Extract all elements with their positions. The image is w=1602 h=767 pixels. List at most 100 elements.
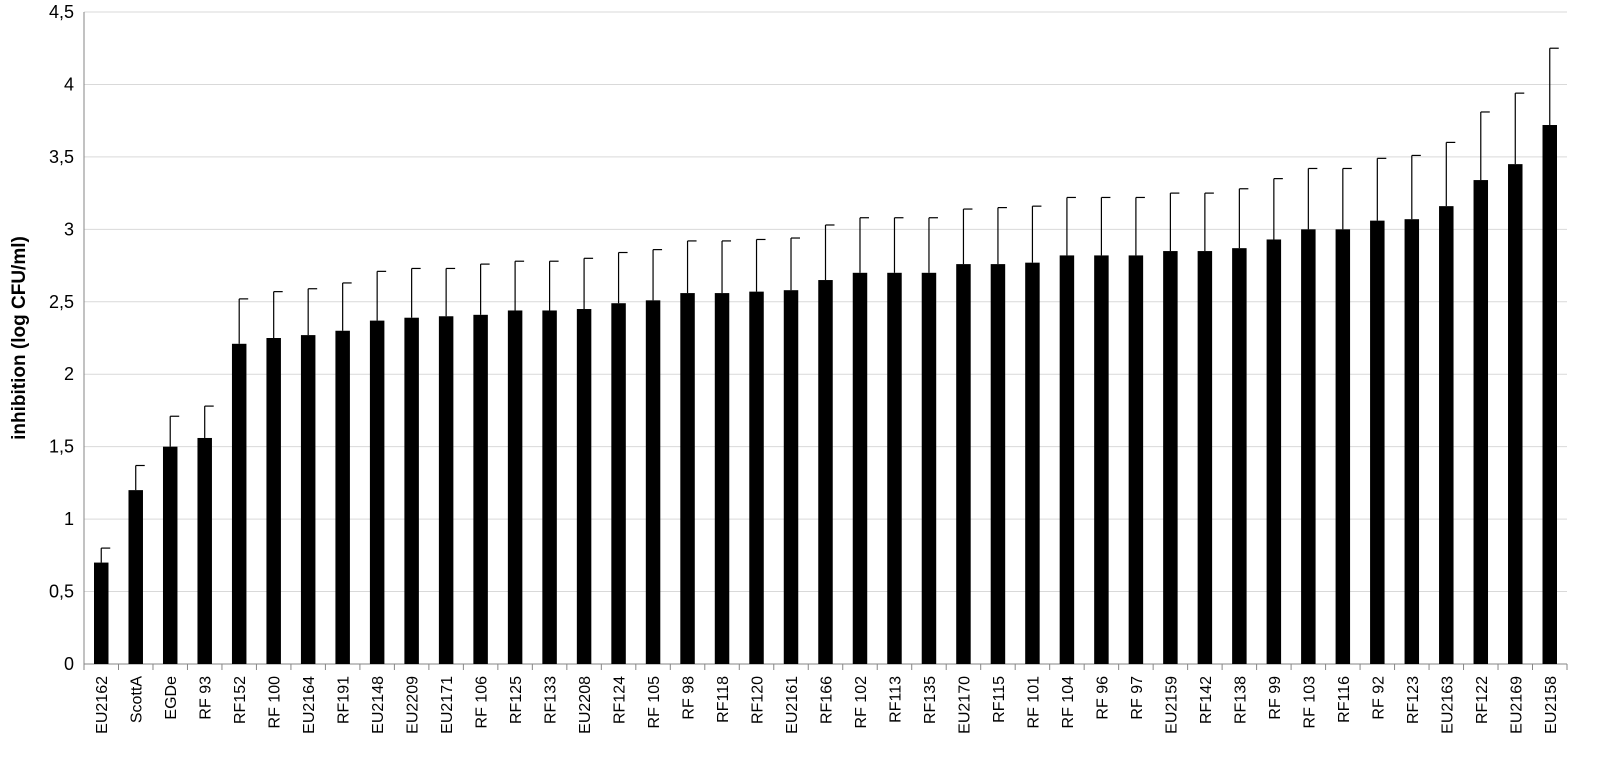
x-tick-label: EU2208 (577, 676, 594, 734)
bar (128, 490, 143, 664)
y-tick-label: 3,5 (49, 147, 74, 167)
bar (1335, 229, 1351, 665)
x-tick-label: RF191 (336, 676, 353, 724)
bar (94, 562, 109, 664)
x-tick-label: RF123 (1405, 676, 1422, 724)
bar (680, 293, 695, 664)
y-tick-label: 3 (64, 219, 74, 239)
bar (507, 310, 523, 664)
bar (231, 343, 247, 664)
bar (1025, 262, 1040, 664)
y-tick-label: 0 (64, 654, 74, 674)
bar (1404, 219, 1420, 665)
bar (1232, 248, 1247, 664)
bar (1266, 239, 1282, 664)
x-tick-label: RF166 (819, 676, 836, 724)
bar (714, 293, 730, 664)
y-axis-label: inhibition (log CFU/ml) (9, 236, 30, 440)
x-tick-label: EU2171 (439, 676, 456, 734)
x-tick-label: EU2161 (784, 676, 801, 734)
bar (542, 310, 557, 664)
bar (266, 338, 281, 664)
bar (611, 303, 626, 664)
bar (1163, 251, 1178, 665)
x-tick-label: ScottA (129, 676, 146, 723)
x-tick-label: RF 100 (267, 676, 284, 729)
x-tick-label: RF133 (543, 676, 560, 724)
x-tick-label: RF125 (508, 676, 525, 724)
bar (887, 272, 902, 664)
bar (438, 316, 454, 664)
x-tick-label: EU2159 (1163, 676, 1180, 734)
x-tick-label: RF 101 (1025, 676, 1042, 729)
x-tick-label: RF 97 (1129, 676, 1146, 720)
bar (1473, 180, 1489, 664)
x-tick-label: EU2162 (94, 676, 111, 734)
x-tick-label: RF138 (1232, 676, 1249, 724)
bar (1508, 164, 1523, 664)
x-tick-label: EU2164 (301, 676, 318, 734)
y-tick-label: 2 (64, 364, 74, 384)
x-tick-label: EU2209 (405, 676, 422, 734)
x-tick-label: EU2170 (956, 676, 973, 734)
x-tick-label: RF135 (922, 676, 939, 724)
x-tick-label: RF 103 (1301, 676, 1318, 729)
bar (1197, 251, 1213, 665)
bar (852, 272, 868, 664)
y-tick-label: 1,5 (49, 437, 74, 457)
x-tick-label: RF 105 (646, 676, 663, 729)
x-tick-label: RF116 (1336, 676, 1353, 723)
bar (1059, 255, 1075, 664)
x-tick-label: EU2163 (1439, 676, 1456, 734)
y-tick-labels: 0 0,5 1 1,5 2 2,5 3 3,5 4 4,5 (49, 2, 74, 674)
x-tick-label: RF 106 (474, 676, 491, 729)
x-tick-label: EU2158 (1543, 676, 1560, 734)
bar (369, 320, 385, 664)
y-tick-label: 4 (64, 74, 74, 94)
x-tick-label: RF 102 (853, 676, 870, 729)
x-tick-label: RF118 (715, 676, 732, 723)
bar (404, 317, 419, 664)
bar (197, 437, 212, 664)
bar (473, 314, 488, 664)
y-tick-label: 4,5 (49, 2, 74, 22)
bar (1094, 255, 1109, 664)
x-tick-label: RF120 (750, 676, 767, 724)
y-tick-label: 0,5 (49, 582, 74, 602)
bar (335, 330, 350, 664)
x-tick-label: RF 104 (1060, 676, 1077, 729)
x-tick-label: RF 96 (1094, 676, 1111, 720)
bar (956, 264, 971, 664)
bar (1542, 125, 1557, 665)
bar (300, 335, 316, 664)
x-tick-label: RF113 (887, 676, 904, 723)
bar (990, 264, 1006, 664)
x-tick-label: RF152 (232, 676, 249, 724)
x-tick-label: RF142 (1198, 676, 1215, 724)
bar (1301, 229, 1316, 665)
bar (645, 300, 661, 664)
bars (94, 125, 1557, 665)
bar (921, 272, 937, 664)
x-tick-label: RF124 (612, 676, 629, 724)
x-tick-label: RF122 (1474, 676, 1491, 724)
x-tick-label: EU2169 (1508, 676, 1525, 734)
x-tick-label: EU2148 (370, 676, 387, 734)
x-tick-label: RF 92 (1370, 676, 1387, 720)
x-tick-label: EGDe (163, 676, 180, 720)
x-tick-label: RF115 (991, 676, 1008, 723)
bar (749, 291, 764, 664)
y-tick-label: 2,5 (49, 292, 74, 312)
y-tick-label: 1 (64, 509, 74, 529)
error-bars (100, 47, 1559, 563)
x-tick-label: RF 93 (198, 676, 215, 720)
x-tick-label: RF 98 (681, 676, 698, 720)
bar (1128, 255, 1144, 664)
bar (783, 290, 799, 664)
bar (818, 280, 833, 664)
bar (1370, 220, 1385, 664)
bar (162, 446, 178, 664)
x-tick-labels: EU2162 ScottA EGDe RF 93 RF152 RF 100 EU2164 RF… (94, 676, 1560, 734)
